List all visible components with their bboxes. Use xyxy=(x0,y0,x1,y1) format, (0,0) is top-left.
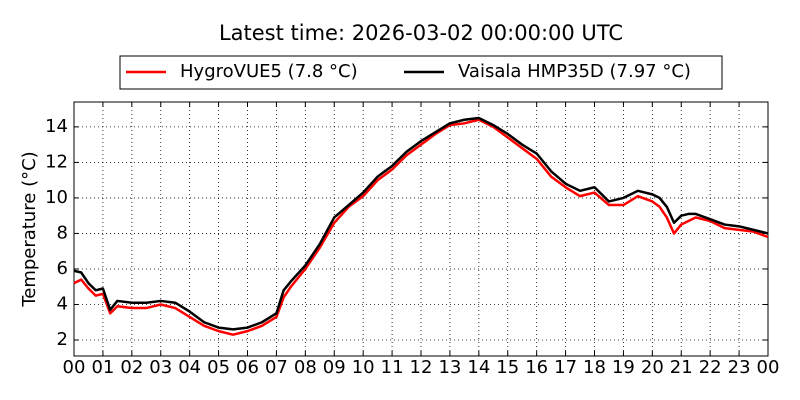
series-line xyxy=(73,116,769,331)
y-tick-label: 14 xyxy=(45,116,68,137)
y-tick-label: 10 xyxy=(45,187,68,208)
x-tick-label: 17 xyxy=(554,357,577,378)
series-line xyxy=(73,118,769,336)
x-tick-label: 21 xyxy=(670,357,693,378)
x-tick-label: 11 xyxy=(381,357,404,378)
x-tick-label: 18 xyxy=(583,357,606,378)
x-tick-label: 07 xyxy=(265,357,288,378)
x-tick-label: 22 xyxy=(699,357,722,378)
x-tick-label: 12 xyxy=(410,357,433,378)
y-axis-label: Temperature (°C) xyxy=(19,151,40,307)
x-tick-label: 04 xyxy=(178,357,201,378)
y-tick-label: 12 xyxy=(45,151,68,172)
legend-label: Vaisala HMP35D (7.97 °C) xyxy=(458,61,691,82)
x-tick-label: 00 xyxy=(63,357,86,378)
x-tick-label: 01 xyxy=(91,357,114,378)
x-tick-label: 00 xyxy=(757,357,780,378)
legend-label: HygroVUE5 (7.8 °C) xyxy=(180,61,358,82)
plot-frame xyxy=(73,101,769,357)
x-tick-label: 15 xyxy=(496,357,519,378)
x-tick-label: 09 xyxy=(323,357,346,378)
x-tick-label: 19 xyxy=(612,357,635,378)
x-tick-label: 20 xyxy=(641,357,664,378)
x-tick-label: 06 xyxy=(236,357,259,378)
x-tick-label: 08 xyxy=(294,357,317,378)
y-tick-label: 4 xyxy=(57,293,68,314)
x-tick-label: 02 xyxy=(120,357,143,378)
x-tick-label: 10 xyxy=(352,357,375,378)
x-tick-label: 05 xyxy=(207,357,230,378)
x-tick-label: 13 xyxy=(438,357,461,378)
x-tick-label: 16 xyxy=(525,357,548,378)
y-tick-label: 6 xyxy=(57,258,68,279)
chart-title: Latest time: 2026-03-02 00:00:00 UTC xyxy=(219,21,623,45)
x-tick-label: 23 xyxy=(728,357,751,378)
y-tick-label: 8 xyxy=(57,222,68,243)
y-tick-label: 2 xyxy=(57,329,68,350)
x-tick-label: 14 xyxy=(467,357,490,378)
x-tick-label: 03 xyxy=(149,357,172,378)
